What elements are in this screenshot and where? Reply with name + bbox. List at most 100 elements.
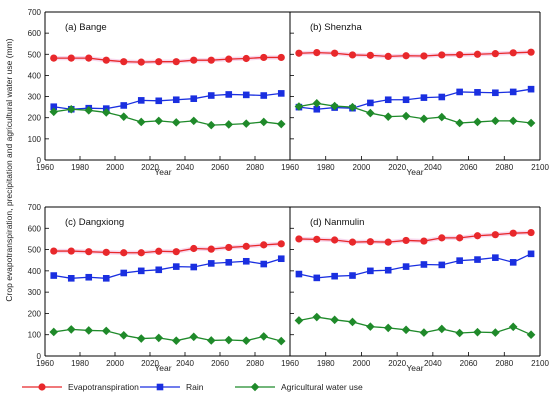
evapotranspiration-point [313,48,321,57]
x-tick-label: 2000 [106,359,124,368]
rain-point [137,97,145,104]
y-tick-label: 500 [28,50,42,59]
x-tick-label: 2100 [531,163,549,172]
x-tick-label: 2060 [211,359,229,368]
x-tick-label: 2020 [388,163,406,172]
y-tick-label: 500 [28,246,42,255]
agricultural-point [455,118,464,128]
evapotranspiration-point [277,240,285,248]
rain-point [277,90,285,97]
evapotranspiration-point [85,248,93,256]
x-tick-label: 2080 [495,359,513,368]
rain-point [313,105,321,113]
rain-point [242,257,250,265]
panel-3: 0 100 200 300 400 500 600 700 1960 1980 2000 2020 20… [28,203,291,368]
evapotranspiration-point [85,54,93,62]
evapotranspiration-point [402,236,410,245]
rain-point [207,260,215,267]
legend-swatch-marker [250,382,260,392]
agricultural-point [119,112,129,121]
agricultural-point [401,111,411,121]
agricultural-point [330,101,339,111]
evapotranspiration-point [420,52,428,60]
evapotranspiration-point [207,56,215,64]
rain-point [277,255,285,263]
evapotranspiration-point [456,51,464,59]
agricultural-point [189,116,199,126]
evapotranspiration-point [137,58,145,66]
agricultural-point [526,118,536,128]
agricultural-point [366,108,375,118]
evapotranspiration-point [331,236,339,244]
agricultural-point [473,327,482,337]
rain-point [474,89,481,96]
rain-point [402,96,410,104]
rain-point [474,256,481,263]
y-tick-label: 600 [28,29,42,38]
agricultural-point [473,117,482,127]
panel-title: (b) Shenzha [310,22,362,33]
agricultural-point [154,116,164,126]
rain-point [456,257,463,264]
x-axis-title-bottom-right: Year [406,363,423,373]
agricultural-point [259,332,269,341]
x-tick-label: 2000 [353,359,371,368]
evapotranspiration-point [190,56,198,64]
rain-point [349,272,356,279]
agricultural-point [171,118,181,127]
rain-point [384,266,392,274]
evapotranspiration-point [384,238,392,246]
legend-label: Agricultural water use [281,382,363,392]
agricultural-point [241,336,251,345]
rain-point [85,273,93,281]
agricultural-point [49,327,59,337]
evapotranspiration-band [298,50,532,59]
evapotranspiration-point [67,54,75,62]
rain-point [527,250,535,258]
x-tick-label: 1960 [281,359,299,368]
agricultural-point [508,322,518,332]
evapotranspiration-point [155,58,163,66]
x-tick-label: 2040 [424,163,442,172]
panel-title: (a) Bange [65,22,107,33]
y-tick-label: 600 [28,224,42,233]
agricultural-point [276,119,286,129]
evapotranspiration-point [67,247,75,255]
evapotranspiration-point [331,49,339,57]
x-tick-label: 2020 [141,359,159,368]
rain-point [295,270,303,278]
x-axis-title-right: Year [406,167,423,177]
agricultural-point [312,312,322,322]
evapotranspiration-point [242,242,250,250]
evapotranspiration-point [366,238,374,246]
y-tick-label: 400 [28,267,42,276]
rain-point [50,103,58,111]
agricultural-point [294,316,304,325]
rain-point [384,96,392,104]
evapotranspiration-point [473,50,482,58]
evapotranspiration-point [242,54,250,63]
y-tick-label: 700 [28,8,42,17]
rain-point [225,91,233,98]
agricultural-point [206,336,216,345]
x-tick-label: 2040 [176,163,194,172]
evapotranspiration-point [438,51,446,59]
agricultural-point [401,325,411,335]
rain-point [438,261,446,269]
y-tick-label: 700 [28,203,42,212]
evapotranspiration-point [295,235,303,243]
rain-point [438,93,446,101]
x-tick-label: 2040 [424,359,442,368]
agricultural-point [206,120,216,130]
agricultural-point [526,330,536,340]
rain-point [155,266,163,274]
evapotranspiration-point [190,244,198,253]
agricultural-point [241,119,251,128]
agricultural-point [437,324,447,334]
legend: Evapotranspiration Rain Agricultural water… [22,382,363,392]
panel-4: 1960 1980 2000 2020 2040 2060 2080 2100 (d) Nanm… [281,206,549,368]
agricultural-point [383,112,393,121]
agricultural-point [383,323,393,333]
x-tick-label: 1960 [36,359,54,368]
agricultural-point [419,114,429,124]
